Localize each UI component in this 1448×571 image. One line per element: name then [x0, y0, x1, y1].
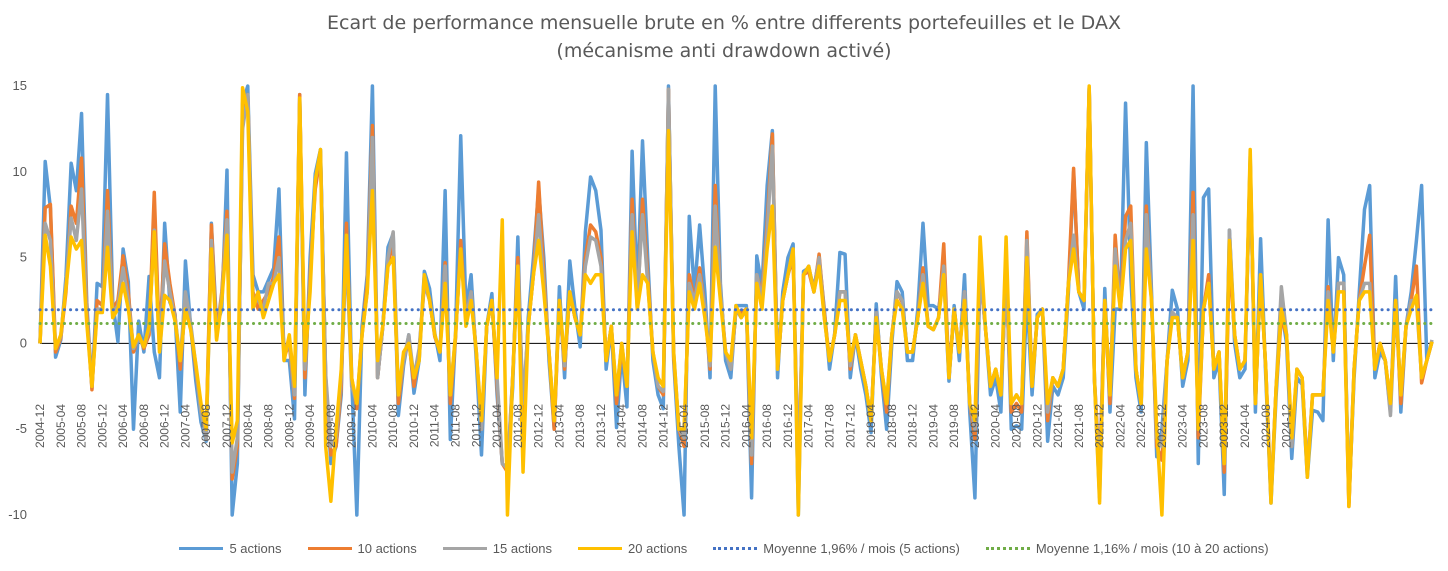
x-tick-label: 2023-08 — [1196, 404, 1210, 448]
x-tick-label: 2010-12 — [407, 404, 421, 448]
y-tick-label: -10 — [8, 507, 27, 522]
x-tick-label: 2004-12 — [33, 404, 47, 448]
legend-swatch — [442, 546, 487, 550]
x-tick-label: 2019-12 — [968, 404, 982, 448]
x-tick-label: 2011-12 — [469, 404, 483, 447]
x-tick-label: 2021-08 — [1072, 404, 1086, 448]
x-tick-label: 2009-04 — [303, 404, 317, 448]
x-tick-label: 2009-08 — [324, 404, 338, 448]
x-tick-label: 2016-04 — [739, 404, 753, 448]
legend-item: 20 actions — [578, 541, 687, 556]
x-tick-label: 2013-04 — [552, 404, 566, 448]
legend-label: 20 actions — [628, 540, 688, 556]
x-tick-label: 2015-04 — [677, 404, 691, 448]
chart-title: Ecart de performance mensuelle brute en … — [327, 12, 1121, 34]
x-tick-label: 2017-08 — [822, 404, 836, 448]
legend-label: Moyenne 1,96% / mois (5 actions) — [763, 540, 960, 556]
x-tick-label: 2019-04 — [926, 404, 940, 448]
x-tick-label: 2015-08 — [698, 404, 712, 448]
x-tick-label: 2022-12 — [1155, 404, 1169, 448]
legend: 5 actions 10 actions 15 actions 20 actions M… — [0, 539, 1448, 557]
legend-swatch — [578, 546, 623, 550]
x-tick-label: 2020-12 — [1030, 404, 1044, 448]
y-tick-label: 15 — [13, 78, 27, 93]
x-tick-label: 2007-04 — [178, 404, 192, 448]
x-tick-label: 2007-12 — [220, 404, 234, 448]
x-tick-label: 2008-04 — [241, 404, 255, 448]
x-tick-label: 2019-08 — [947, 404, 961, 448]
x-tick-label: 2013-12 — [594, 404, 608, 448]
x-tick-label: 2016-12 — [781, 404, 795, 448]
x-tick-label: 2011-04 — [428, 404, 442, 447]
x-tick-label: 2021-04 — [1051, 404, 1065, 448]
x-tick-label: 2020-08 — [1009, 404, 1023, 448]
legend-item: 10 actions — [307, 540, 417, 556]
x-tick-label: 2007-08 — [199, 404, 213, 448]
x-tick-label: 2023-12 — [1217, 404, 1231, 448]
series-layer — [38, 84, 1434, 517]
legend-item: 15 actions — [442, 540, 553, 556]
legend-swatch — [985, 546, 1030, 550]
x-tick-label: 2013-08 — [573, 404, 587, 448]
x-tick-label: 2005-12 — [95, 404, 109, 448]
x-tick-label: 2006-08 — [137, 404, 151, 448]
y-tick-labels: -10 -5 0 5 10 15 — [8, 78, 27, 522]
x-tick-label: 2016-08 — [760, 404, 774, 448]
x-tick-label: 2012-04 — [490, 404, 504, 448]
y-tick-label: 0 — [20, 335, 27, 350]
x-tick-label: 2021-12 — [1093, 404, 1107, 448]
legend-swatch — [713, 546, 758, 550]
y-tick-label: 10 — [13, 164, 27, 179]
y-tick-label: -5 — [15, 421, 27, 436]
x-tick-label: 2015-12 — [719, 404, 733, 448]
x-tick-label: 2017-12 — [843, 404, 857, 448]
x-tick-label: 2006-04 — [116, 404, 130, 448]
x-tick-label: 2008-08 — [262, 404, 276, 448]
x-tick-label: 2024-04 — [1238, 404, 1252, 448]
x-tick-label: 2024-08 — [1259, 404, 1273, 448]
y-tick-label: 5 — [20, 250, 27, 265]
legend-item: Moyenne 1,16% / mois (10 à 20 actions) — [985, 540, 1269, 556]
x-tick-label: 2010-08 — [386, 404, 400, 448]
x-tick-label: 2020-04 — [989, 404, 1003, 448]
x-tick-label: 2022-04 — [1113, 404, 1127, 448]
x-tick-label: 2011-08 — [449, 404, 463, 447]
chart-subtitle: (mécanisme anti drawdown activé) — [556, 40, 892, 62]
x-tick-label: 2023-04 — [1176, 404, 1190, 448]
x-tick-label: 2018-04 — [864, 404, 878, 448]
x-tick-label: 2014-04 — [615, 404, 629, 448]
legend-item: 5 actions — [179, 540, 282, 556]
x-tick-label: 2014-12 — [656, 404, 670, 448]
x-tick-label: 2017-04 — [802, 404, 816, 448]
legend-label: 10 actions — [357, 540, 417, 556]
x-tick-label: 2018-12 — [906, 404, 920, 448]
legend-swatch — [307, 546, 352, 550]
legend-label: Moyenne 1,16% / mois (10 à 20 actions) — [1035, 540, 1269, 556]
x-tick-labels: 2004-12 2005-04 2005-08 2005-12 2006-04 2006-… — [33, 404, 1294, 448]
x-tick-label: 2005-08 — [75, 404, 89, 448]
legend-label: 5 actions — [229, 540, 282, 556]
x-tick-label: 2024-12 — [1280, 404, 1294, 448]
x-tick-label: 2012-12 — [532, 404, 546, 448]
x-tick-label: 2012-08 — [511, 404, 525, 448]
legend-swatch — [179, 546, 224, 550]
x-tick-label: 2014-08 — [636, 404, 650, 448]
legend-label: 15 actions — [492, 540, 553, 556]
x-tick-label: 2022-08 — [1134, 404, 1148, 448]
x-tick-label: 2005-04 — [54, 404, 68, 448]
legend-item: Moyenne 1,96% / mois (5 actions) — [713, 541, 960, 556]
x-tick-label: 2008-12 — [282, 404, 296, 448]
x-tick-label: 2010-04 — [365, 404, 379, 448]
x-tick-label: 2006-12 — [158, 404, 172, 448]
series-4-line — [38, 84, 1434, 517]
x-tick-label: 2018-08 — [885, 404, 899, 448]
x-tick-label: 2009-12 — [345, 404, 359, 448]
